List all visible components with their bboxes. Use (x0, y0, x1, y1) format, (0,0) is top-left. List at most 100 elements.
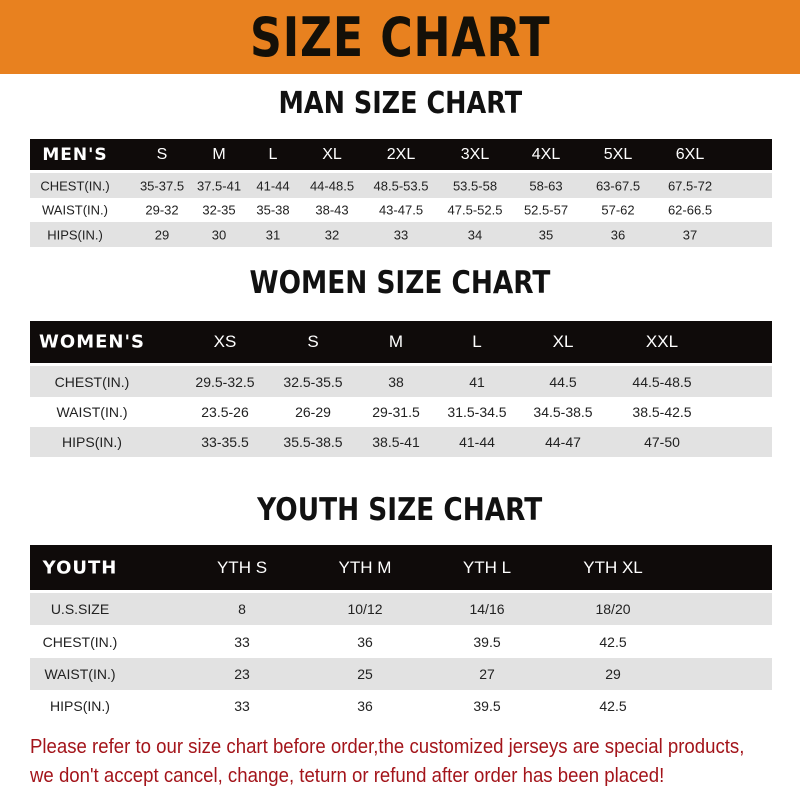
measurement-value: 38.5-42.5 (632, 404, 692, 420)
size-chart-banner: SIZE CHART (0, 0, 800, 74)
measurement-value: 33-35.5 (201, 434, 249, 450)
table-row: WAIST(IN.) 29-32 32-35 35-38 38-43 43-47.5 47.… (30, 198, 772, 222)
measurement-value: 58-63 (529, 178, 563, 193)
measurement-value: 36 (610, 227, 626, 242)
measurement-value: 36 (357, 633, 373, 650)
measurement-value: 33 (234, 697, 250, 714)
women-header-row: WOMEN'S XS S M L XL XXL (30, 321, 772, 363)
measurement-value: 29 (154, 227, 170, 242)
youth-table-label: YOUTH (42, 557, 118, 578)
measurement-value: 29.5-32.5 (195, 373, 255, 390)
measurement-value: 43-47.5 (378, 202, 424, 218)
measurement-value: 35-37.5 (139, 178, 185, 193)
measurement-label: HIPS(IN.) (50, 697, 110, 714)
size-column-header: XL (552, 332, 574, 351)
measurement-value: 52.5-57 (523, 202, 569, 218)
size-column-header: YTH M (338, 557, 392, 577)
size-column-header: YTH XL (583, 557, 643, 577)
size-column-header: S (307, 332, 319, 351)
measurement-value: 23.5-26 (201, 404, 249, 420)
measurement-value: 44-48.5 (309, 178, 355, 193)
size-column-header: XXL (645, 332, 679, 351)
measurement-value: 48.5-53.5 (373, 178, 429, 193)
table-row: WAIST(IN.) 23.5-26 26-29 29-31.5 31.5-34.5 34… (30, 397, 772, 427)
women-table-label: WOMEN'S (39, 331, 145, 353)
measurement-label: HIPS(IN.) (62, 434, 122, 450)
measurement-value: 42.5 (599, 633, 627, 650)
women-size-table: WOMEN'S XS S M L XL XXL CHEST(IN.) 29.5-32.5 32.5… (30, 321, 772, 457)
size-column-header: 3XL (460, 145, 490, 163)
men-size-table: MEN'S S M L XL 2XL 3XL 4XL 5XL 6XL CHEST(IN.) 35-37… (30, 139, 772, 247)
table-row: HIPS(IN.) 33-35.5 35.5-38.5 38.5-41 41-44 44-… (30, 427, 772, 457)
measurement-value: 41 (469, 373, 485, 390)
measurement-value: 47-50 (644, 434, 680, 450)
measurement-value: 36 (357, 697, 373, 714)
size-column-header: L (268, 145, 278, 163)
size-column-header: YTH S (216, 557, 268, 577)
youth-section-title: YOUTH SIZE CHART (257, 492, 543, 528)
measurement-value: 44.5 (549, 373, 577, 390)
measurement-value: 35.5-38.5 (283, 434, 343, 450)
measurement-value: 41-44 (256, 178, 290, 193)
size-column-header: YTH L (462, 557, 512, 577)
measurement-value: 33 (393, 227, 409, 242)
table-row: CHEST(IN.) 35-37.5 37.5-41 41-44 44-48.5 48.5… (30, 173, 772, 198)
measurement-value: 29-31.5 (372, 404, 420, 420)
measurement-value: 32-35 (202, 202, 236, 218)
measurement-value: 63-67.5 (595, 178, 641, 193)
measurement-value: 39.5 (473, 697, 501, 714)
order-notice-line-1: Please refer to our size chart before or… (30, 736, 745, 758)
order-notice: Please refer to our size chart before or… (30, 733, 745, 791)
measurement-value: 53.5-58 (452, 178, 498, 193)
table-row: U.S.SIZE 8 10/12 14/16 18/20 (30, 593, 772, 625)
measurement-label: CHEST(IN.) (54, 373, 130, 390)
measurement-value: 18/20 (595, 601, 631, 617)
measurement-value: 30 (211, 227, 227, 242)
men-header-row: MEN'S S M L XL 2XL 3XL 4XL 5XL 6XL (30, 139, 772, 170)
table-row: CHEST(IN.) 33 36 39.5 42.5 (30, 625, 772, 658)
size-column-header: L (472, 332, 482, 351)
measurement-value: 67.5-72 (667, 178, 713, 193)
size-column-header: M (388, 332, 404, 351)
measurement-value: 62-66.5 (667, 202, 713, 218)
table-row: WAIST(IN.) 23 25 27 29 (30, 658, 772, 690)
measurement-value: 29-32 (145, 202, 179, 218)
men-table-label: MEN'S (42, 144, 108, 165)
measurement-value: 33 (234, 633, 250, 650)
measurement-value: 35-38 (256, 202, 290, 218)
measurement-label: WAIST(IN.) (44, 666, 116, 682)
measurement-value: 23 (234, 666, 250, 682)
measurement-value: 8 (238, 601, 246, 617)
size-column-header: 2XL (386, 145, 416, 163)
measurement-value: 32 (324, 227, 340, 242)
measurement-value: 42.5 (599, 697, 627, 714)
table-row: CHEST(IN.) 29.5-32.5 32.5-35.5 38 41 44.5 44.5… (30, 366, 772, 397)
size-column-header: XL (322, 145, 342, 163)
youth-header-row: YOUTH YTH S YTH M YTH L YTH XL (30, 545, 772, 590)
measurement-label: WAIST(IN.) (56, 404, 128, 420)
measurement-value: 44.5-48.5 (632, 373, 692, 390)
men-section-title: MAN SIZE CHART (278, 86, 522, 121)
measurement-value: 47.5-52.5 (447, 202, 503, 218)
women-section-title: WOMEN SIZE CHART (249, 265, 551, 301)
measurement-value: 29 (605, 666, 621, 682)
measurement-label: CHEST(IN.) (40, 178, 110, 193)
measurement-value: 35 (538, 227, 554, 242)
table-row: HIPS(IN.) 33 36 39.5 42.5 (30, 690, 772, 721)
measurement-label: CHEST(IN.) (42, 633, 118, 650)
measurement-value: 38 (388, 373, 404, 390)
measurement-value: 34.5-38.5 (533, 404, 593, 420)
measurement-value: 32.5-35.5 (283, 373, 343, 390)
size-column-header: M (212, 145, 226, 163)
measurement-value: 34 (467, 227, 483, 242)
size-column-header: 4XL (531, 145, 561, 163)
measurement-value: 27 (479, 666, 495, 682)
measurement-value: 25 (357, 666, 373, 682)
measurement-value: 31 (265, 227, 281, 242)
size-column-header: XS (213, 332, 237, 351)
measurement-label: HIPS(IN.) (47, 227, 103, 242)
size-column-header: 5XL (603, 145, 633, 163)
measurement-value: 38-43 (315, 202, 349, 218)
measurement-value: 57-62 (601, 202, 635, 218)
measurement-value: 37 (682, 227, 698, 242)
